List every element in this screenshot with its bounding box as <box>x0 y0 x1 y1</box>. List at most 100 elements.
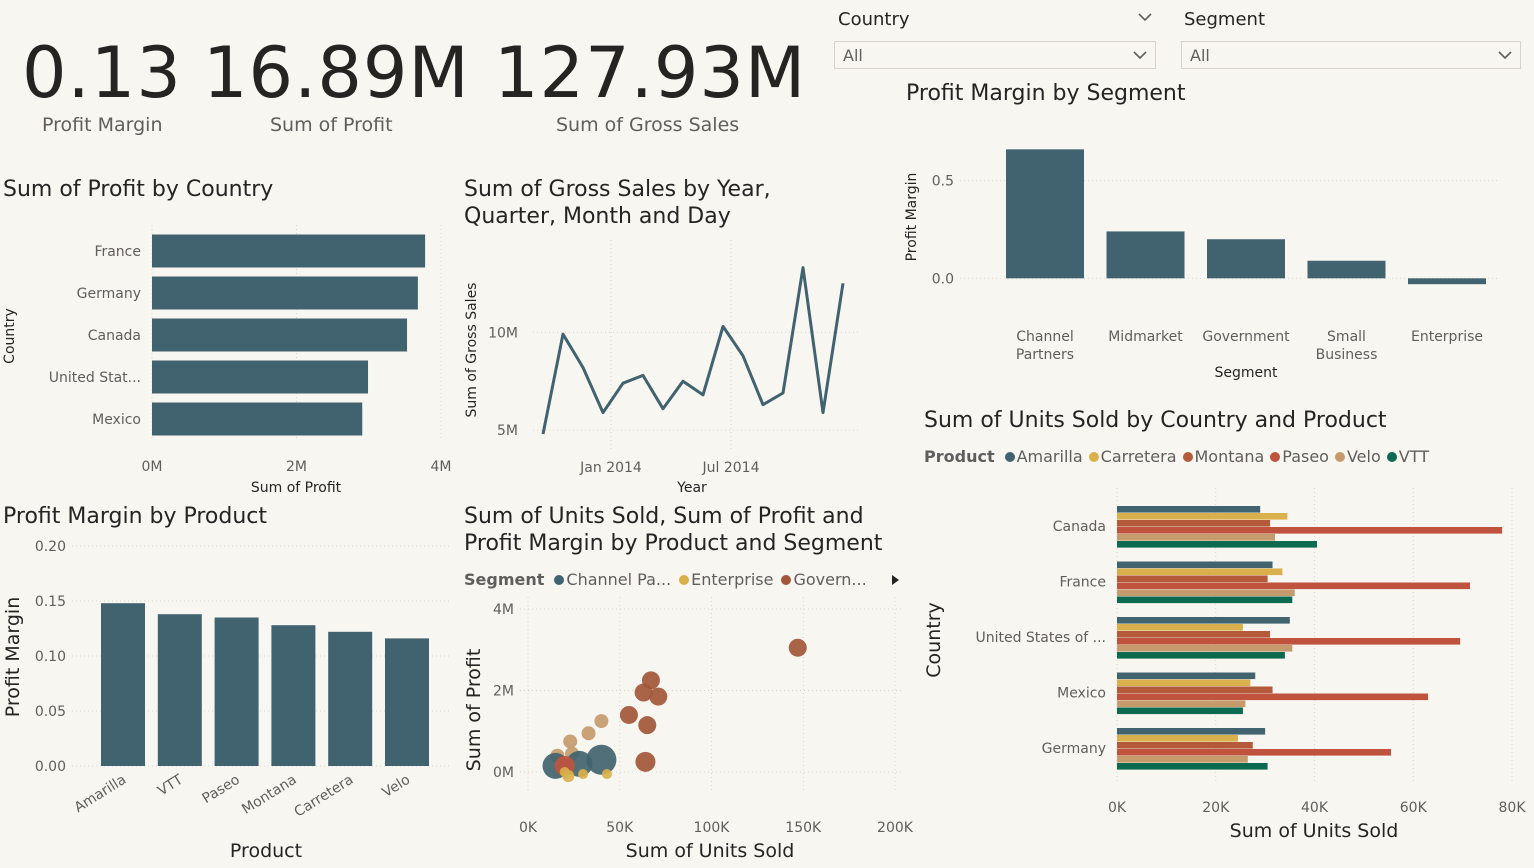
legend-item[interactable]: Montana <box>1194 447 1265 466</box>
kpi-profit-margin: 0.13 <box>22 38 182 108</box>
bar <box>1117 756 1248 763</box>
x-tick-label: 60K <box>1400 800 1428 816</box>
bar <box>1117 617 1290 624</box>
bar <box>1117 575 1268 583</box>
bar <box>157 614 202 766</box>
x-tick-label: 50K <box>606 820 634 836</box>
y-tick-label: Germany <box>77 286 141 302</box>
bar <box>1117 735 1238 742</box>
bar <box>1117 728 1266 735</box>
y-tick-label: 5M <box>497 423 518 439</box>
legend-dot <box>679 574 690 585</box>
profit-margin-by-segment-chart[interactable]: 0.5 0.0 Channel Partners Midmarket Government… <box>900 112 1510 384</box>
x-tick-label: 0K <box>1108 800 1127 816</box>
legend-item[interactable]: Carretera <box>1100 447 1177 466</box>
bar <box>385 638 429 766</box>
kpi-label: Sum of Gross Sales <box>556 114 740 136</box>
x-axis-title: Segment <box>1215 365 1279 381</box>
chart-title: Sum of Units Sold, Sum of Profit and Pro… <box>464 504 883 556</box>
segment-slicer-title: Segment <box>1184 9 1265 30</box>
bar <box>1117 707 1243 715</box>
kpi-value: 0.13 <box>22 32 182 114</box>
legend-dot <box>1270 451 1281 462</box>
bar <box>1117 686 1273 694</box>
scatter-point <box>788 638 807 657</box>
scatter-point <box>562 770 575 783</box>
x-axis-title: Sum of Units Sold <box>1230 820 1399 842</box>
bar <box>152 234 426 268</box>
x-axis-title: Product <box>230 840 302 862</box>
scatter-point <box>619 705 638 724</box>
y-tick-label: 0.00 <box>35 759 66 775</box>
legend-next-icon[interactable] <box>889 572 901 586</box>
legend-dot <box>1088 451 1099 462</box>
units-profit-scatter-chart[interactable]: 0M 2M 4M 0K 50K 100K 150K 200K Sum of Units Sold… <box>458 592 918 864</box>
y-tick-label: 0.5 <box>932 174 954 190</box>
y-tick-label: United Stat... <box>49 370 141 386</box>
x-tick-label: Montana <box>239 772 299 818</box>
kpi-label: Profit Margin <box>42 114 163 136</box>
line-series <box>541 266 845 435</box>
x-tick-label: VTT <box>155 772 186 800</box>
bar <box>1117 742 1253 749</box>
x-tick-label: 0K <box>519 820 538 836</box>
bar <box>328 631 373 766</box>
bar <box>1117 749 1392 756</box>
scatter-point <box>586 744 617 775</box>
bar <box>1117 534 1275 541</box>
x-tick-label: 80K <box>1499 800 1527 816</box>
bar <box>1117 624 1243 631</box>
gross-sales-line-chart[interactable]: 5M 10M Jan 2014 Jul 2014 Year Sum of Gross Sa… <box>458 235 878 500</box>
scatter-point <box>634 683 653 702</box>
profit-margin-by-product-chart[interactable]: 0.00 0.05 0.10 0.15 0.20 Amarilla VTT PaseoMont… <box>0 530 460 864</box>
bar <box>1117 506 1261 513</box>
y-tick-label: Canada <box>88 328 141 344</box>
chart-title: Profit Margin by Segment <box>906 81 1186 106</box>
bar <box>271 625 316 766</box>
legend-title: Product <box>924 447 995 466</box>
segment-dropdown[interactable]: All <box>1181 41 1521 69</box>
y-tick-label: United States of ... <box>975 630 1106 646</box>
legend-item[interactable]: Paseo <box>1282 447 1329 466</box>
bar <box>1117 700 1246 708</box>
scatter-point <box>594 714 609 729</box>
y-tick-label: Mexico <box>92 412 141 428</box>
legend-item[interactable]: Govern... <box>793 570 867 589</box>
y-tick-label: 0.0 <box>932 271 954 287</box>
y-tick-label: 0.10 <box>35 649 66 665</box>
legend-item[interactable]: Channel Pa... <box>566 570 672 589</box>
units-by-country-product-chart[interactable]: 0K 20K 40K 60K 80K Canada France United States … <box>918 470 1530 864</box>
x-tick-label: Velo <box>380 772 414 801</box>
scatter-legend: Segment Channel Pa... Enterprise Govern... <box>464 570 867 589</box>
y-tick-label: France <box>94 244 141 260</box>
chevron-down-icon <box>1133 51 1147 60</box>
y-axis-title: Profit Margin <box>2 597 24 718</box>
scatter-point <box>601 769 612 780</box>
bar <box>152 360 369 394</box>
chevron-down-icon[interactable] <box>1136 8 1154 26</box>
legend-item[interactable]: Velo <box>1346 447 1381 466</box>
bar <box>1307 260 1386 279</box>
legend-dot <box>554 574 565 585</box>
bar <box>101 603 145 766</box>
chart-title: Profit Margin by Product <box>3 504 268 529</box>
bar <box>1117 638 1461 645</box>
bar <box>214 617 259 766</box>
legend-dot <box>1004 451 1015 462</box>
profit-by-country-chart[interactable]: 0M 2M 4M France Germany Canada United Stat... M… <box>0 225 460 500</box>
legend-dot <box>1334 451 1345 462</box>
legend-item[interactable]: VTT <box>1398 447 1429 466</box>
x-tick-label: Jul 2014 <box>702 460 760 476</box>
bar <box>1117 763 1268 770</box>
chevron-down-icon <box>1498 51 1512 60</box>
bar <box>152 276 418 310</box>
x-tick-label: Government <box>1202 329 1290 345</box>
legend-item[interactable]: Enterprise <box>691 570 774 589</box>
chart-title: Sum of Profit by Country <box>3 177 274 202</box>
scatter-point <box>581 726 596 741</box>
kpi-sum-of-profit: 16.89M <box>203 38 470 108</box>
scatter-point <box>635 751 656 772</box>
country-dropdown[interactable]: All <box>834 41 1156 69</box>
y-tick-label: 0.20 <box>35 539 66 555</box>
legend-item[interactable]: Amarilla <box>1016 447 1083 466</box>
